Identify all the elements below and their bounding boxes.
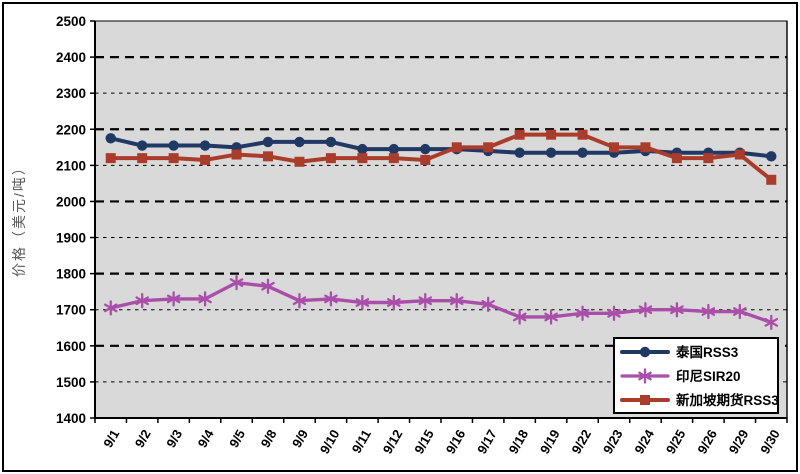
data-point-singapore-futures-rss3 [734,149,745,160]
data-point-singapore-futures-rss3 [609,142,619,153]
data-point-singapore-futures-rss3 [483,142,494,153]
y-tick-label: 1700 [56,303,86,318]
data-point-indonesia-sir20 [324,294,338,304]
data-point-singapore-futures-rss3 [671,153,682,164]
data-point-thailand-rss3 [168,140,179,151]
data-point-thailand-rss3 [136,140,148,151]
data-point-thailand-rss3 [514,147,525,158]
data-point-indonesia-sir20 [198,294,212,304]
data-point-indonesia-sir20 [607,308,621,318]
y-tick-label: 2400 [56,50,86,65]
data-point-singapore-futures-rss3 [420,154,431,165]
data-point-indonesia-sir20 [103,303,118,313]
data-point-indonesia-sir20 [544,312,558,322]
legend-label: 新加坡期货RSS3 [676,392,779,408]
data-point-indonesia-sir20 [733,307,747,316]
data-point-singapore-futures-rss3 [137,153,148,164]
y-tick-label: 2500 [56,14,86,29]
data-point-indonesia-sir20 [292,296,307,306]
series-singapore-futures-rss3 [105,129,777,185]
series-line-singapore-futures-rss3 [108,132,774,182]
data-point-thailand-rss3 [357,143,368,155]
data-point-singapore-futures-rss3 [168,153,179,164]
y-tick-label: 1500 [56,375,86,390]
y-tick-label: 1800 [56,267,86,282]
legend-swatch-marker [639,346,651,358]
legend-item-thailand-rss3: 泰国RSS3 [620,344,739,360]
data-point-singapore-futures-rss3 [325,153,336,164]
y-tick-label: 2200 [56,122,86,137]
data-point-singapore-futures-rss3 [766,174,777,185]
series-indonesia-sir20 [103,275,779,331]
data-point-thailand-rss3 [294,136,305,148]
data-point-indonesia-sir20 [387,298,401,307]
data-point-indonesia-sir20 [638,305,653,315]
data-point-singapore-futures-rss3 [294,156,305,167]
data-point-indonesia-sir20 [449,296,464,306]
data-point-indonesia-sir20 [764,317,779,327]
data-point-singapore-futures-rss3 [703,153,714,164]
data-point-thailand-rss3 [105,133,116,144]
y-tick-label: 2100 [56,158,86,173]
data-point-singapore-futures-rss3 [357,153,368,164]
data-point-thailand-rss3 [577,147,588,158]
data-point-indonesia-sir20 [261,281,275,291]
data-point-singapore-futures-rss3 [231,149,242,160]
data-point-indonesia-sir20 [355,298,370,307]
y-tick-label: 1400 [56,411,86,426]
data-point-singapore-futures-rss3 [577,129,588,140]
data-point-indonesia-sir20 [575,308,590,318]
data-point-indonesia-sir20 [229,278,244,288]
data-point-singapore-futures-rss3 [640,142,651,153]
data-point-thailand-rss3 [262,136,274,148]
data-point-singapore-futures-rss3 [546,129,557,140]
data-point-thailand-rss3 [420,143,431,155]
legend-label: 印尼SIR20 [676,368,741,384]
data-point-singapore-futures-rss3 [263,151,273,162]
data-point-singapore-futures-rss3 [388,153,399,164]
y-tick-label: 1600 [56,339,86,354]
legend-swatch-marker [638,371,652,381]
data-point-indonesia-sir20 [481,299,495,309]
y-axis-title: 价格（美元/吨） [11,159,27,277]
data-point-indonesia-sir20 [670,305,684,315]
data-point-indonesia-sir20 [135,296,149,306]
data-point-thailand-rss3 [545,147,557,158]
series-line-indonesia-sir20 [109,280,773,325]
y-tick-label: 1900 [56,231,86,246]
legend-swatch-marker [640,395,650,405]
legend: 泰国RSS3 印尼SIR20 新加坡期货RSS3 [613,337,779,414]
data-point-singapore-futures-rss3 [105,153,116,164]
data-point-indonesia-sir20 [418,296,433,306]
data-point-singapore-futures-rss3 [514,129,525,140]
legend-item-singapore-futures-rss3: 新加坡期货RSS3 [620,392,779,408]
y-tick-label: 2000 [56,194,86,209]
data-point-thailand-rss3 [199,140,211,151]
data-point-indonesia-sir20 [701,307,716,316]
data-point-singapore-futures-rss3 [451,142,462,153]
y-tick-label: 2300 [56,86,86,101]
data-point-indonesia-sir20 [512,312,527,322]
legend-item-indonesia-sir20: 印尼SIR20 [620,368,741,384]
data-point-thailand-rss3 [388,143,400,155]
data-point-thailand-rss3 [766,151,777,162]
data-point-singapore-futures-rss3 [200,154,211,165]
legend-label: 泰国RSS3 [675,344,739,360]
data-point-indonesia-sir20 [166,294,181,304]
data-point-thailand-rss3 [325,136,337,148]
